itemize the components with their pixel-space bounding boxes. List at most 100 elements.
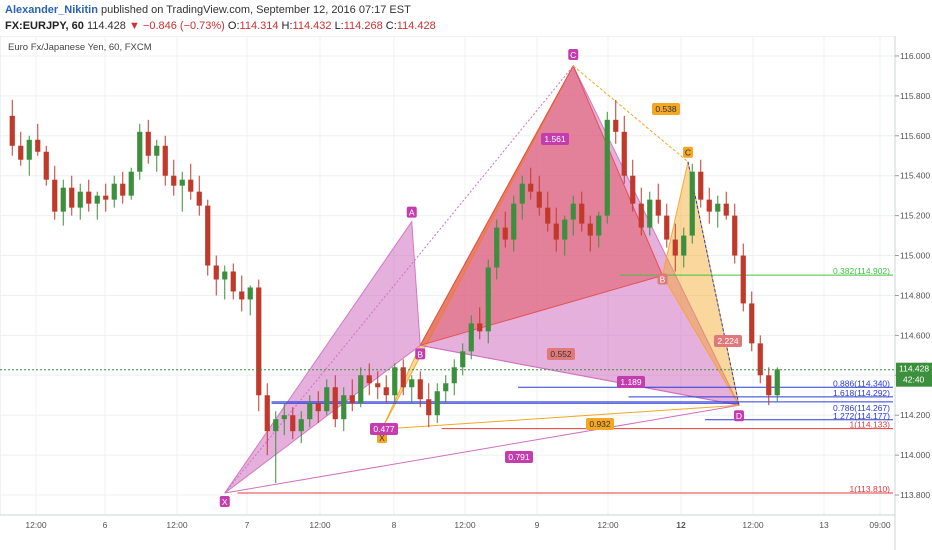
candle-body [35,139,41,152]
candle-body [273,419,279,432]
ratio-badge [547,348,575,360]
y-tick-label: 113.800 [900,490,930,500]
candle-body [86,191,92,204]
y-tick-label: 115.600 [900,131,930,141]
candle-body [69,187,75,208]
candle-body [137,131,143,172]
x-tick-label: 12:00 [309,520,331,530]
candle-body [222,271,228,280]
ratio-badge [714,335,742,347]
price-chart[interactable]: 116.000 115.800 115.600 115.400 115.200 115.0… [0,36,932,550]
candle-body [205,205,211,266]
candle-body [9,115,15,146]
ratio-label: 0.552 [550,349,572,359]
candle-body [400,367,406,388]
open-value: 114.314 [239,20,279,32]
close-label: C: [385,20,397,32]
pattern-point-badge [734,410,744,422]
pattern-point-label: C [570,50,576,60]
ratio-label: 2.224 [717,336,739,346]
ratio-label: 0.791 [508,452,530,462]
y-tick-label: 114.200 [900,410,930,420]
candle-body [120,183,126,196]
candle-body [613,119,619,132]
pattern-point-label: X [379,433,385,443]
x-tick-label: 12:00 [454,520,476,530]
candle-body [256,287,262,396]
pattern-point-label: D [736,411,742,421]
ratio-label: 0.477 [373,424,395,434]
fib-level-label: 1(114.133) [850,420,891,430]
pattern-point-label: X [222,497,228,507]
candle-body [111,183,117,200]
orange-xd-line [381,404,740,430]
bd-line [420,344,740,406]
candle-body [383,387,389,396]
candle-body [485,267,491,332]
candle-body [179,179,185,186]
candle-body [162,145,168,176]
ratio-label: 0.538 [655,104,677,114]
candle-body [230,271,236,292]
pattern-point-badge [568,48,579,60]
x-tick-label: 12:00 [742,520,764,530]
pattern-point-badge [415,348,426,360]
candle-body [247,287,253,300]
pattern-point-badge [683,146,693,158]
candle-body [553,223,559,240]
candle-body [417,379,423,400]
ratio-badge [505,451,533,463]
symbol-line: FX:EURJPY, 60 114.428 ▼ −0.846 (−0.73%) … [5,20,436,32]
candle-body [128,171,134,196]
candle-body [494,227,500,268]
fib-level-label: 1(113.810) [850,484,891,494]
low-value: 114.268 [343,20,383,32]
y-tick-label: 116.000 [900,51,930,61]
candle-body [52,179,58,212]
candle-body [145,131,151,156]
candle-body [664,215,670,240]
candle-body [732,215,738,256]
ratio-badge [541,133,569,145]
x-tick-label: 7 [245,520,250,530]
candle-body [43,151,49,180]
ratio-label: 0.932 [589,419,611,429]
x-tick-label: 6 [103,520,108,530]
candle-body [171,175,177,186]
candle-body [604,119,610,216]
candle-body [511,203,517,240]
candle-body [681,235,687,256]
symbol-label: FX:EURJPY, 60 [5,20,84,32]
candle-body [647,199,653,228]
candle-body [375,383,381,388]
pattern-point-label: C [685,148,691,158]
fib-level-label: 0.382(114.902) [833,266,890,276]
ratio-badge [586,418,614,430]
candle-body [451,367,457,384]
candle-body [154,145,160,156]
ratio-badge [652,103,680,115]
current-price-tag [896,362,932,387]
ratio-label: 1.189 [620,377,642,387]
candle-body [426,399,432,416]
author-link[interactable]: Alexander_Nikitin [5,4,98,16]
candle-body [358,375,364,404]
xd-line [224,404,740,494]
candle-body [536,191,542,208]
candle-body [519,183,525,204]
candle-body [196,191,202,206]
pattern-point-badge [406,206,417,218]
fib-level-label: 0.786(114.267) [833,403,890,413]
fib-level-label: 1.272(114.177) [833,411,890,421]
price-axis [895,36,932,550]
chart-header: Alexander_Nikitin published on TradingVi… [0,0,932,36]
candle-body [434,391,440,416]
candle-body [341,395,347,420]
y-tick-label: 115.400 [900,171,930,181]
ratio-badge [370,423,398,435]
pattern-point-badge [657,273,668,285]
candle-body [740,255,746,304]
candle-body [213,265,219,280]
x-tick-label: 12:00 [166,520,188,530]
pattern-point-label: B [417,349,423,359]
